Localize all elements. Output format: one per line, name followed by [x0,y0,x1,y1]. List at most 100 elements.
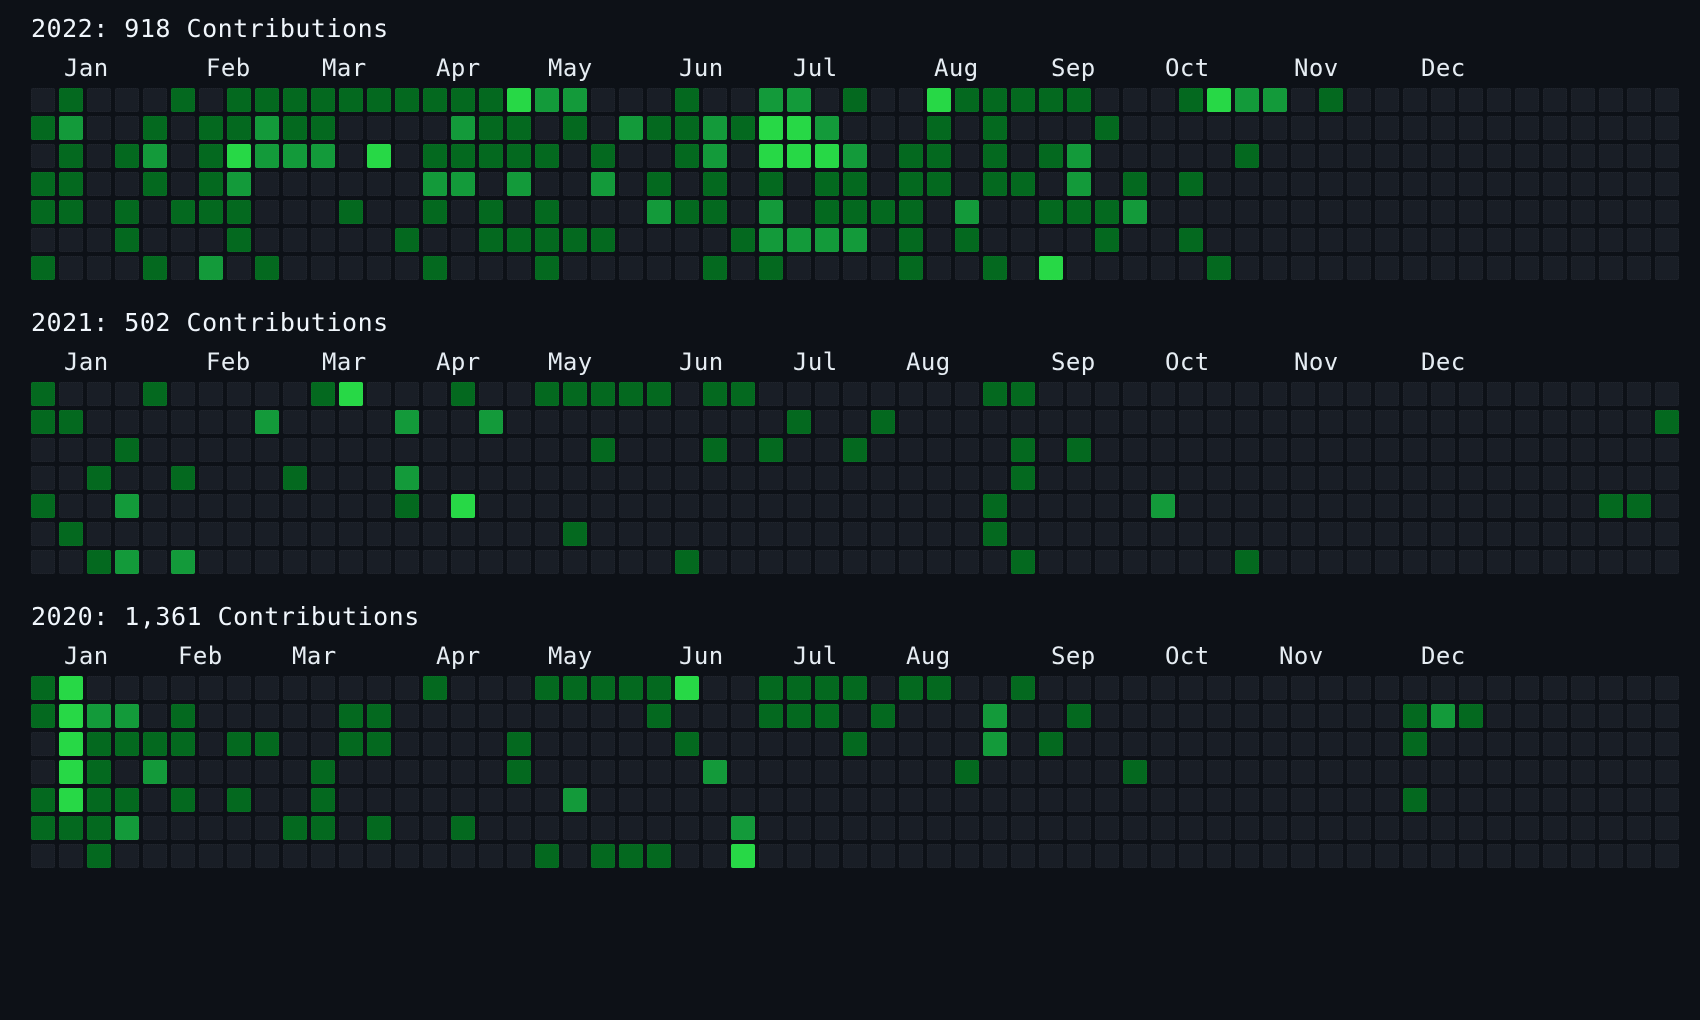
contribution-cell[interactable] [815,382,839,406]
contribution-cell[interactable] [1179,550,1203,574]
contribution-cell[interactable] [31,116,55,140]
contribution-cell[interactable] [1151,172,1175,196]
contribution-cell[interactable] [1655,438,1679,462]
contribution-cell[interactable] [283,816,307,840]
contribution-cell[interactable] [255,494,279,518]
contribution-cell[interactable] [1179,256,1203,280]
contribution-cell[interactable] [507,844,531,868]
contribution-cell[interactable] [1375,704,1399,728]
contribution-cell[interactable] [199,760,223,784]
contribution-cell[interactable] [1235,844,1259,868]
contribution-cell[interactable] [171,676,195,700]
contribution-cell[interactable] [115,438,139,462]
contribution-cell[interactable] [1095,550,1119,574]
contribution-cell[interactable] [647,438,671,462]
contribution-cell[interactable] [339,844,363,868]
contribution-cell[interactable] [1235,144,1259,168]
contribution-cell[interactable] [171,844,195,868]
contribution-cell[interactable] [1291,494,1315,518]
contribution-cell[interactable] [1627,410,1651,434]
contribution-cell[interactable] [1095,704,1119,728]
contribution-cell[interactable] [311,788,335,812]
contribution-cell[interactable] [927,200,951,224]
contribution-cell[interactable] [927,816,951,840]
contribution-cell[interactable] [787,760,811,784]
contribution-cell[interactable] [283,228,307,252]
contribution-cell[interactable] [899,844,923,868]
contribution-cell[interactable] [1039,200,1063,224]
contribution-cell[interactable] [1627,844,1651,868]
contribution-cell[interactable] [255,438,279,462]
contribution-cell[interactable] [143,438,167,462]
contribution-cell[interactable] [871,522,895,546]
contribution-cell[interactable] [983,116,1007,140]
contribution-cell[interactable] [759,88,783,112]
contribution-cell[interactable] [1431,88,1455,112]
contribution-cell[interactable] [1095,466,1119,490]
contribution-cell[interactable] [339,676,363,700]
contribution-cell[interactable] [1403,256,1427,280]
contribution-cell[interactable] [1655,732,1679,756]
contribution-cell[interactable] [171,550,195,574]
contribution-cell[interactable] [563,676,587,700]
contribution-cell[interactable] [1487,788,1511,812]
contribution-cell[interactable] [395,228,419,252]
contribution-cell[interactable] [1571,816,1595,840]
contribution-cell[interactable] [395,410,419,434]
contribution-cell[interactable] [1599,410,1623,434]
contribution-cell[interactable] [1459,522,1483,546]
contribution-cell[interactable] [1431,438,1455,462]
contribution-cell[interactable] [339,522,363,546]
contribution-cell[interactable] [507,144,531,168]
contribution-cell[interactable] [283,788,307,812]
contribution-cell[interactable] [87,88,111,112]
contribution-cell[interactable] [1291,816,1315,840]
contribution-cell[interactable] [563,732,587,756]
contribution-cell[interactable] [1571,494,1595,518]
contribution-cell[interactable] [367,256,391,280]
contribution-cell[interactable] [1151,144,1175,168]
contribution-cell[interactable] [731,256,755,280]
contribution-cell[interactable] [1515,550,1539,574]
contribution-cell[interactable] [1039,256,1063,280]
contribution-cell[interactable] [143,256,167,280]
contribution-cell[interactable] [451,382,475,406]
contribution-cell[interactable] [451,760,475,784]
contribution-cell[interactable] [703,228,727,252]
contribution-cell[interactable] [1263,522,1287,546]
contribution-cell[interactable] [1403,760,1427,784]
contribution-cell[interactable] [507,466,531,490]
contribution-cell[interactable] [815,466,839,490]
contribution-cell[interactable] [1095,844,1119,868]
contribution-cell[interactable] [1627,816,1651,840]
contribution-cell[interactable] [535,550,559,574]
contribution-cell[interactable] [143,704,167,728]
contribution-cell[interactable] [1375,550,1399,574]
contribution-cell[interactable] [1515,494,1539,518]
contribution-cell[interactable] [1039,144,1063,168]
contribution-cell[interactable] [507,760,531,784]
contribution-cell[interactable] [507,732,531,756]
contribution-cell[interactable] [787,732,811,756]
contribution-cell[interactable] [423,172,447,196]
contribution-cell[interactable] [59,88,83,112]
contribution-cell[interactable] [1095,172,1119,196]
contribution-cell[interactable] [1319,382,1343,406]
contribution-cell[interactable] [647,466,671,490]
contribution-cell[interactable] [1151,844,1175,868]
contribution-cell[interactable] [1599,228,1623,252]
contribution-cell[interactable] [1571,172,1595,196]
contribution-cell[interactable] [871,494,895,518]
contribution-cell[interactable] [563,200,587,224]
contribution-cell[interactable] [1347,844,1371,868]
contribution-cell[interactable] [227,200,251,224]
contribution-cell[interactable] [815,704,839,728]
contribution-cell[interactable] [1039,438,1063,462]
contribution-cell[interactable] [1179,116,1203,140]
contribution-cell[interactable] [1375,816,1399,840]
contribution-cell[interactable] [1403,438,1427,462]
contribution-cell[interactable] [451,438,475,462]
contribution-cell[interactable] [451,788,475,812]
contribution-cell[interactable] [1151,760,1175,784]
contribution-cell[interactable] [395,144,419,168]
